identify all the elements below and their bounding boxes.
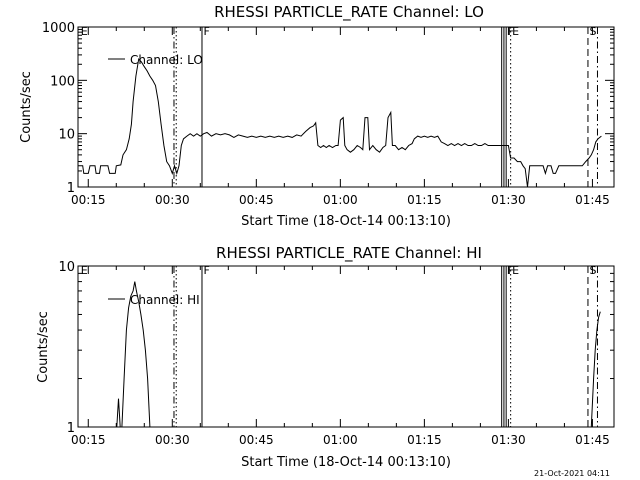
panel-lo-series-line — [78, 58, 602, 188]
panel-lo-event-label: E — [81, 25, 88, 38]
footer-date: 21-Oct-2021 04:11 — [534, 469, 610, 478]
panel-lo-event-label: S — [589, 25, 596, 38]
panel-hi-xtick-label: 01:15 — [407, 433, 442, 447]
panel-lo-ytick-label: 1000 — [42, 21, 75, 36]
panel-hi-ytick-label: 1 — [67, 421, 75, 436]
panel-lo-ytick-label: 1 — [67, 181, 75, 196]
panel-hi-xtick-label: 00:45 — [239, 433, 274, 447]
panel-lo-xtick-label: 00:15 — [71, 193, 106, 207]
panel-lo-ytick-label: 10 — [58, 128, 75, 143]
panel-hi-event-label: S — [589, 264, 596, 277]
panel-hi-xlabel: Start Time (18-Oct-14 00:13:10) — [241, 455, 451, 470]
panel-hi-title: RHESSI PARTICLE_RATE Channel: HI — [216, 244, 482, 263]
panel-lo-legend-label: Channel: LO — [130, 53, 203, 67]
panel-hi-legend: Channel: HI — [108, 293, 200, 307]
panel-lo-ylabel: Counts/sec — [19, 71, 34, 143]
panel-lo-xtick-label: 01:45 — [575, 193, 610, 207]
panel-lo-event-label: F — [203, 25, 209, 38]
panel-hi-legend-label: Channel: HI — [130, 293, 200, 307]
panel-lo-title: RHESSI PARTICLE_RATE Channel: LO — [214, 3, 484, 22]
panel-hi-xtick-label: 00:15 — [71, 433, 106, 447]
panel-hi-frame — [77, 265, 615, 428]
panel-hi-xtick-label: 01:00 — [323, 433, 358, 447]
panel-hi-xtick-label: 00:30 — [155, 433, 190, 447]
panel-lo-frame — [77, 26, 615, 188]
panel-hi-series-line — [116, 398, 121, 428]
panel-hi-event-label: E — [512, 264, 519, 277]
panel-hi-event-label: F — [203, 264, 209, 277]
panel-lo-xlabel: Start Time (18-Oct-14 00:13:10) — [241, 214, 451, 229]
panel-hi-ytick-label: 10 — [58, 260, 75, 275]
panel-hi-series-line — [590, 311, 601, 428]
panel-hi-ylabel: Counts/sec — [36, 311, 51, 383]
panel-lo-xtick-label: 00:30 — [155, 193, 190, 207]
panel-lo: RHESSI PARTICLE_RATE Channel: LO 00:15 00… — [19, 3, 615, 229]
panel-lo-ytick-label: 100 — [50, 74, 75, 89]
panel-hi-series-line — [121, 281, 151, 428]
panel-lo-xtick-label: 01:15 — [407, 193, 442, 207]
panel-hi-event-label: E — [81, 264, 88, 277]
panel-lo-event-label: E — [512, 25, 519, 38]
panel-lo-xtick-label: 00:45 — [239, 193, 274, 207]
panel-hi-xtick-label: 01:45 — [575, 433, 610, 447]
panel-hi: RHESSI PARTICLE_RATE Channel: HI 00:15 00… — [36, 244, 615, 470]
panel-lo-legend: Channel: LO — [108, 53, 203, 67]
panel-lo-xtick-label: 01:30 — [491, 193, 526, 207]
panel-lo-xtick-label: 01:00 — [323, 193, 358, 207]
panel-hi-xtick-label: 01:30 — [491, 433, 526, 447]
